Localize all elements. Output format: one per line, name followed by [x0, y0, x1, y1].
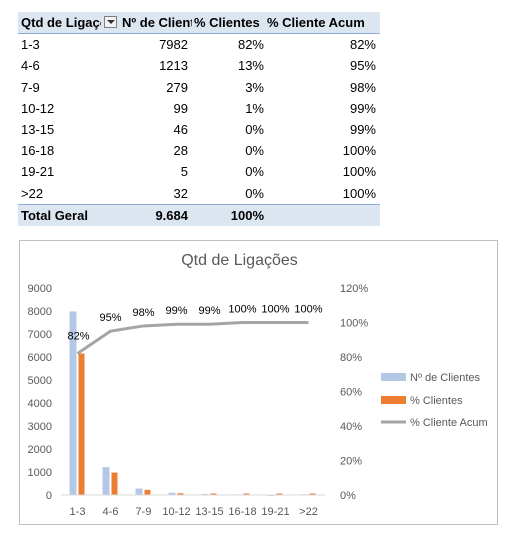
chart-title: Qtd de Ligações	[181, 252, 298, 269]
table-row: 7-9 279 3% 98%	[18, 77, 380, 98]
row-label: 7-9	[21, 79, 40, 95]
row-clientes: 32	[173, 185, 188, 201]
row-acum: 95%	[349, 58, 376, 74]
row-clientes: 7982	[159, 37, 188, 53]
row-label: 13-15	[21, 121, 55, 137]
row-label: 19-21	[21, 164, 55, 180]
table-row: 13-15 46 0% 99%	[18, 119, 380, 140]
total-clientes: 9.684	[155, 207, 188, 223]
total-label: Total Geral	[21, 207, 88, 223]
row-label: 10-12	[21, 100, 55, 116]
table-row: >22 32 0% 100%	[18, 183, 380, 204]
row-pct: 13%	[237, 58, 264, 74]
header-qtd-ligacoes: Qtd de Ligações	[21, 15, 101, 30]
row-clientes: 279	[166, 79, 188, 95]
table-row: 10-12 99 1% 99%	[18, 98, 380, 119]
table-row: 16-18 28 0% 100%	[18, 140, 380, 161]
header-num-clientes: Nº de Clientes	[122, 15, 192, 30]
row-acum: 100%	[342, 185, 376, 201]
row-acum: 82%	[349, 37, 376, 53]
row-pct: 0%	[245, 121, 264, 137]
chart-area[interactable]	[19, 240, 498, 525]
row-pct: 82%	[237, 37, 264, 53]
row-clientes: 99	[173, 100, 188, 116]
row-pct: 0%	[245, 164, 264, 180]
pivot-header-row: Qtd de Ligações Nº de Clientes % Cliente…	[18, 12, 380, 35]
row-label: 1-3	[21, 37, 40, 53]
row-clientes: 5	[180, 164, 188, 180]
row-pct: 3%	[245, 79, 264, 95]
row-acum: 98%	[349, 79, 376, 95]
pivot-body: 1-3 7982 82% 82% 4-6 1213 13% 95% 7-9 279 3% 98% 10-…	[18, 34, 380, 204]
row-pct: 0%	[245, 143, 264, 159]
table-row: 4-6 1213 13% 95%	[18, 55, 380, 76]
row-label: 4-6	[21, 58, 40, 74]
pivot-table: Qtd de Ligações Nº de Clientes % Cliente…	[18, 12, 380, 226]
row-label: 16-18	[21, 143, 55, 159]
row-clientes: 1213	[159, 58, 188, 74]
header-pct-acum: % Cliente Acum	[267, 15, 365, 30]
table-row: 19-21 5 0% 100%	[18, 161, 380, 182]
row-label: >22	[21, 185, 44, 201]
row-clientes: 46	[173, 121, 188, 137]
row-pct: 0%	[245, 185, 264, 201]
row-acum: 100%	[342, 143, 376, 159]
header-pct-clientes: % Clientes	[194, 15, 260, 30]
row-acum: 100%	[342, 164, 376, 180]
row-acum: 99%	[349, 121, 376, 137]
pivot-total-row: Total Geral 9.684 100%	[18, 203, 380, 226]
total-pct: 100%	[230, 207, 264, 223]
filter-dropdown-icon[interactable]	[104, 16, 117, 28]
row-acum: 99%	[349, 100, 376, 116]
row-pct: 1%	[245, 100, 264, 116]
table-row: 1-3 7982 82% 82%	[18, 34, 380, 55]
row-clientes: 28	[173, 143, 188, 159]
